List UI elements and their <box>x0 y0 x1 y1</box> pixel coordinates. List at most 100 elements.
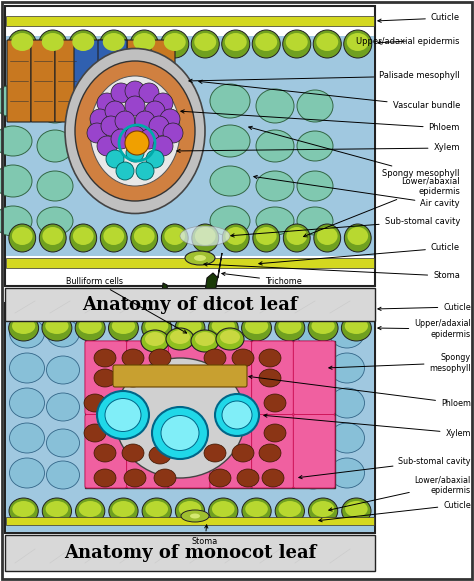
Ellipse shape <box>262 469 284 487</box>
Ellipse shape <box>259 369 281 387</box>
Circle shape <box>163 123 183 143</box>
Ellipse shape <box>122 444 144 462</box>
Ellipse shape <box>194 33 216 51</box>
Text: Xylem: Xylem <box>264 414 471 437</box>
Ellipse shape <box>103 227 124 245</box>
Ellipse shape <box>9 388 45 418</box>
Circle shape <box>160 109 180 129</box>
Ellipse shape <box>309 498 338 524</box>
Ellipse shape <box>181 510 209 522</box>
Ellipse shape <box>297 429 329 457</box>
Ellipse shape <box>179 501 201 517</box>
Ellipse shape <box>142 498 172 524</box>
Ellipse shape <box>9 458 45 488</box>
Circle shape <box>136 162 154 180</box>
Ellipse shape <box>255 33 277 51</box>
Text: Lower/abaxial
epidermis: Lower/abaxial epidermis <box>303 176 460 237</box>
Ellipse shape <box>94 444 116 462</box>
Ellipse shape <box>94 469 116 487</box>
Text: Upper/adaxial
epidermis: Upper/adaxial epidermis <box>378 320 471 339</box>
Ellipse shape <box>42 315 72 341</box>
Ellipse shape <box>11 33 33 51</box>
FancyBboxPatch shape <box>210 414 252 488</box>
FancyBboxPatch shape <box>7 40 31 122</box>
Ellipse shape <box>209 469 231 487</box>
Ellipse shape <box>210 166 250 196</box>
Ellipse shape <box>46 393 80 421</box>
Text: Cuticle: Cuticle <box>259 243 460 265</box>
Ellipse shape <box>344 224 371 252</box>
Bar <box>5 288 375 321</box>
Circle shape <box>97 93 117 113</box>
Ellipse shape <box>297 207 333 235</box>
Ellipse shape <box>275 315 305 341</box>
Text: Sub-stomal cavity: Sub-stomal cavity <box>299 457 471 479</box>
Ellipse shape <box>259 349 281 367</box>
Text: Sub-stomal cavity: Sub-stomal cavity <box>231 217 460 237</box>
Bar <box>85 341 335 488</box>
FancyBboxPatch shape <box>168 341 210 414</box>
FancyBboxPatch shape <box>85 341 127 414</box>
Ellipse shape <box>175 315 205 341</box>
Ellipse shape <box>141 330 169 352</box>
Circle shape <box>153 136 173 156</box>
Ellipse shape <box>65 48 205 213</box>
Ellipse shape <box>112 318 135 334</box>
Ellipse shape <box>345 318 368 334</box>
Ellipse shape <box>312 501 334 517</box>
Ellipse shape <box>208 315 238 341</box>
Ellipse shape <box>9 498 38 524</box>
Bar <box>5 303 375 533</box>
Ellipse shape <box>37 130 73 162</box>
Bar <box>5 535 375 571</box>
Ellipse shape <box>130 30 158 58</box>
Ellipse shape <box>297 356 329 384</box>
Text: Phloem: Phloem <box>181 110 460 132</box>
Ellipse shape <box>142 315 172 341</box>
Ellipse shape <box>259 444 281 462</box>
Ellipse shape <box>131 224 158 252</box>
Ellipse shape <box>283 30 311 58</box>
Text: Anatomy of monocot leaf: Anatomy of monocot leaf <box>64 544 316 562</box>
FancyBboxPatch shape <box>293 414 335 488</box>
Ellipse shape <box>46 356 80 384</box>
FancyBboxPatch shape <box>103 40 127 122</box>
Text: Phloem: Phloem <box>249 375 471 407</box>
Ellipse shape <box>170 330 190 344</box>
FancyBboxPatch shape <box>98 40 127 122</box>
Ellipse shape <box>84 424 106 442</box>
FancyBboxPatch shape <box>210 341 252 414</box>
Ellipse shape <box>210 84 250 118</box>
Ellipse shape <box>256 227 277 245</box>
Text: Xylem: Xylem <box>177 144 460 153</box>
FancyBboxPatch shape <box>74 40 103 122</box>
Ellipse shape <box>109 315 138 341</box>
Ellipse shape <box>122 349 144 367</box>
Ellipse shape <box>297 393 329 421</box>
Ellipse shape <box>12 501 35 517</box>
Ellipse shape <box>72 33 94 51</box>
Ellipse shape <box>42 498 72 524</box>
Circle shape <box>90 109 110 129</box>
Ellipse shape <box>210 125 250 157</box>
Ellipse shape <box>212 501 235 517</box>
FancyBboxPatch shape <box>31 40 55 122</box>
Ellipse shape <box>264 424 286 442</box>
FancyBboxPatch shape <box>252 414 293 488</box>
Ellipse shape <box>0 206 32 236</box>
Text: Palisade mesophyll: Palisade mesophyll <box>189 71 460 83</box>
Ellipse shape <box>329 458 365 488</box>
Ellipse shape <box>75 315 105 341</box>
Text: Air cavity: Air cavity <box>254 175 460 209</box>
FancyBboxPatch shape <box>151 40 175 122</box>
Ellipse shape <box>70 224 97 252</box>
Ellipse shape <box>180 226 230 246</box>
Ellipse shape <box>42 227 63 245</box>
Ellipse shape <box>73 227 94 245</box>
Ellipse shape <box>9 423 45 453</box>
Ellipse shape <box>124 469 146 487</box>
Ellipse shape <box>46 429 80 457</box>
Bar <box>6 305 374 313</box>
Ellipse shape <box>316 33 338 51</box>
Ellipse shape <box>297 131 333 161</box>
